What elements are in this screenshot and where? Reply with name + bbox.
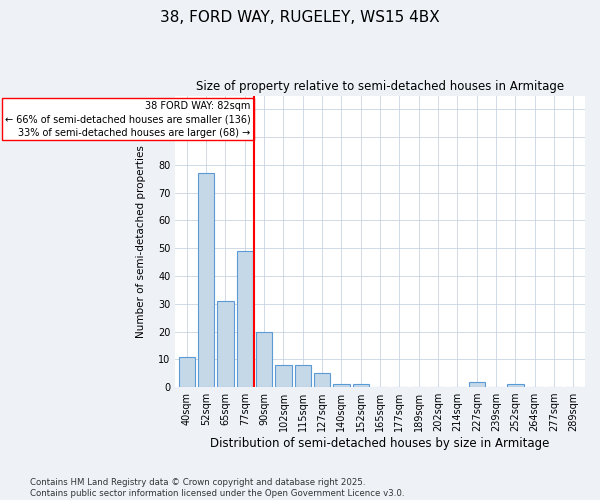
Text: Contains HM Land Registry data © Crown copyright and database right 2025.
Contai: Contains HM Land Registry data © Crown c… xyxy=(30,478,404,498)
Bar xyxy=(353,384,369,387)
Bar xyxy=(469,382,485,387)
Bar xyxy=(198,174,214,387)
Bar xyxy=(179,356,195,387)
Bar xyxy=(275,365,292,387)
Bar xyxy=(256,332,272,387)
X-axis label: Distribution of semi-detached houses by size in Armitage: Distribution of semi-detached houses by … xyxy=(211,437,550,450)
Bar xyxy=(236,251,253,387)
Bar xyxy=(507,384,524,387)
Bar xyxy=(314,373,331,387)
Bar xyxy=(333,384,350,387)
Title: Size of property relative to semi-detached houses in Armitage: Size of property relative to semi-detach… xyxy=(196,80,564,93)
Text: 38 FORD WAY: 82sqm
← 66% of semi-detached houses are smaller (136)
33% of semi-d: 38 FORD WAY: 82sqm ← 66% of semi-detache… xyxy=(5,101,251,138)
Y-axis label: Number of semi-detached properties: Number of semi-detached properties xyxy=(136,145,146,338)
Text: 38, FORD WAY, RUGELEY, WS15 4BX: 38, FORD WAY, RUGELEY, WS15 4BX xyxy=(160,10,440,25)
Bar xyxy=(217,301,233,387)
Bar xyxy=(295,365,311,387)
